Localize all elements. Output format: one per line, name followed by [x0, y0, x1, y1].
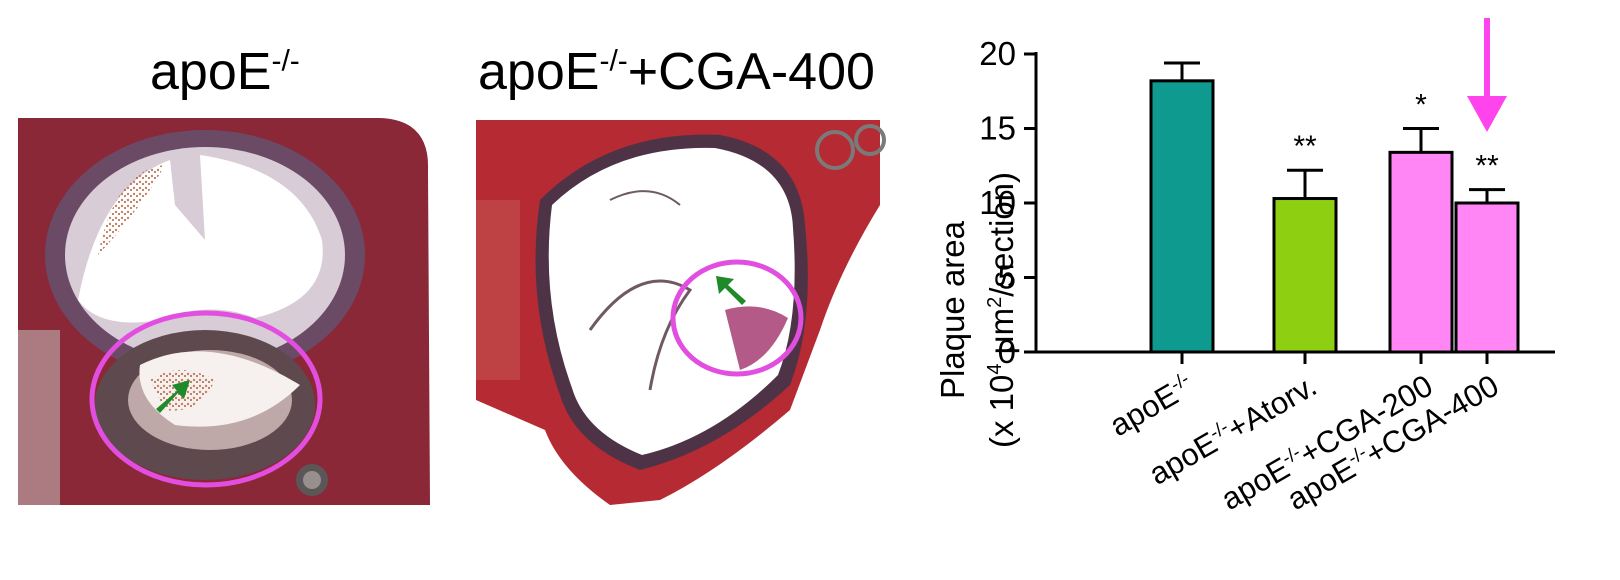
- y-tick-label-0: 0: [998, 333, 1016, 370]
- highlight-circle-left: [89, 310, 323, 488]
- green-arrow-icon: [156, 380, 190, 413]
- y-tick-label-1: 5: [998, 259, 1016, 296]
- panel-title-apoE-cga400: apoE-/-+CGA-400: [478, 43, 875, 101]
- green-arrow-icon-2: [716, 276, 746, 305]
- micrograph-apoE-cga400: [476, 120, 886, 505]
- micrograph-apoE: [18, 118, 430, 505]
- y-tick-label-2: 10: [979, 184, 1016, 221]
- highlight-circle-middle: [670, 259, 804, 377]
- bar-1: [1272, 197, 1338, 354]
- highlight-arrow-icon: [1467, 96, 1507, 132]
- y-tick-label-4: 20: [979, 35, 1016, 72]
- significance-label-1: **: [1293, 130, 1317, 163]
- bar-0: [1149, 79, 1215, 354]
- panel-title-apoE: apoE-/-: [150, 43, 300, 101]
- significance-label-2: *: [1415, 89, 1427, 122]
- y-tick-label-3: 15: [979, 110, 1016, 147]
- bar-2: [1388, 150, 1454, 354]
- plaque-area-bar-chart: 05101520apoE-/-**apoE-/-+Atorv.*apoE-/-+…: [979, 18, 1555, 517]
- significance-label-3: **: [1475, 150, 1499, 183]
- category-label-0: apoE-/-: [1104, 368, 1200, 443]
- bar-3: [1454, 201, 1520, 354]
- y-axis-label: Plaque area (x 104 μm2/section): [934, 171, 1020, 448]
